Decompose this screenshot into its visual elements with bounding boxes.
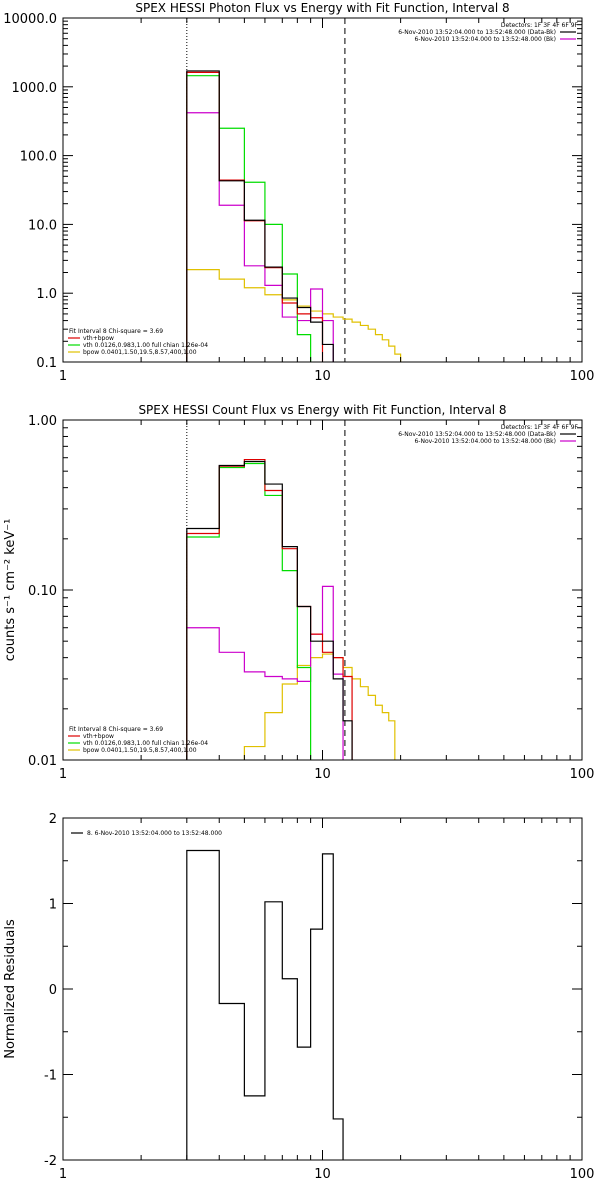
chart-title: SPEX HESSI Count Flux vs Energy with Fit…	[138, 403, 506, 417]
series-data-bk-histogram	[186, 70, 334, 362]
legend-entry: vth+bpow	[83, 733, 114, 740]
legend-entry: bpow 0.0401,1.50,19.5,8.57,400,1.00	[83, 349, 197, 356]
series-residuals-histogram	[186, 849, 344, 1160]
x-tick-label: 10	[314, 767, 331, 782]
y-tick-label: 1000.0	[12, 81, 58, 96]
series-bk-histogram	[186, 112, 334, 362]
x-tick-label: 1	[59, 369, 67, 384]
y-tick-label: 1	[49, 898, 57, 913]
y-tick-label: 1.00	[28, 414, 57, 429]
legend-entry: bpow 0.0401,1.50,19.5,8.57,400,1.00	[83, 747, 197, 754]
y-tick-label: 1.0	[36, 287, 57, 302]
series-vth-histogram	[186, 75, 312, 362]
legend-entry: 6-Nov-2010 13:52:04.000 to 13:52:48.000 …	[414, 36, 556, 43]
y-tick-label: -1	[44, 1069, 57, 1084]
series-data-bk-histogram	[186, 460, 353, 760]
y-axis-label: Normalized Residuals	[3, 919, 18, 1059]
legend-entry: Fit Interval 8 Chi-square = 3.69	[69, 328, 163, 335]
series-bpow-histogram	[243, 653, 396, 760]
x-tick-label: 100	[570, 1167, 595, 1182]
legend-entry: Fit Interval 8 Chi-square = 3.69	[69, 726, 163, 733]
y-tick-label: 0.1	[36, 356, 57, 371]
y-tick-label: 10.0	[28, 218, 57, 233]
y-tick-label: 0.10	[28, 584, 57, 599]
y-tick-label: 2	[49, 812, 57, 827]
x-tick-label: 10	[314, 1167, 331, 1182]
residuals-panel: 1 10 100 -2 -1 0 1 2 Normalized Residuals 8. 6-No…	[3, 812, 594, 1182]
count-flux-panel: 1 10 100 0.01 0.10 1.00 SPEX HESSI Count Flux …	[3, 403, 595, 782]
x-tick-label: 10	[314, 369, 331, 384]
legend-entry: 8. 6-Nov-2010 13:52:04.000 to 13:52:48.0…	[87, 830, 222, 837]
x-tick-label: 1	[59, 1167, 67, 1182]
y-tick-label: 0.01	[28, 754, 57, 769]
y-tick-label: 100.0	[20, 150, 57, 165]
x-tick-label: 1	[59, 767, 67, 782]
x-tick-label: 100	[570, 767, 595, 782]
y-axis-label: counts s⁻¹ cm⁻² keV⁻¹	[3, 519, 18, 662]
series-bk-histogram	[186, 585, 344, 760]
legend-entry: vth 0.0126,0.983,1.00 full chian 1.26e-0…	[83, 342, 208, 349]
legend-entry: Detectors: 1F 3F 4F 6F 9F	[501, 22, 579, 29]
legend-entry: 6-Nov-2010 13:52:04.000 to 13:52:48.000 …	[414, 438, 556, 445]
series-bpow-histogram	[186, 269, 402, 362]
y-tick-label: -2	[44, 1154, 57, 1169]
series-vth-histogram	[186, 462, 312, 760]
legend-entry: vth+bpow	[83, 335, 114, 342]
photon-flux-panel: 1 10 100 0.1 1.0 10.0 100.0 1000.0 10000.0 SPEX H…	[3, 1, 594, 384]
legend-entry: 6-Nov-2010 13:52:04.000 to 13:52:48.000 …	[398, 431, 556, 438]
y-tick-label: 10000.0	[3, 12, 57, 27]
legend-entry: vth 0.0126,0.983,1.00 full chian 1.26e-0…	[83, 740, 208, 747]
chart-title: SPEX HESSI Photon Flux vs Energy with Fi…	[135, 1, 509, 15]
x-tick-label: 100	[570, 369, 595, 384]
y-tick-label: 0	[49, 983, 57, 998]
series-vth-bpow-histogram	[186, 458, 353, 760]
legend-entry: 6-Nov-2010 13:52:04.000 to 13:52:48.000 …	[398, 29, 556, 36]
legend-entry: Detectors: 1F 3F 4F 6F 9F	[501, 424, 579, 431]
